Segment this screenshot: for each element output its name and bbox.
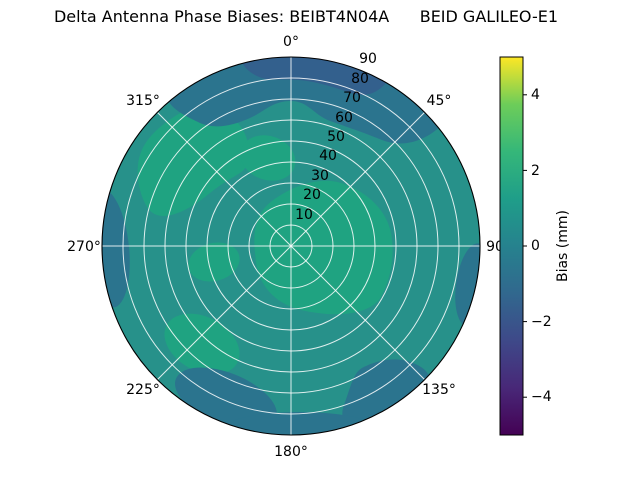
angular-gridline (290, 112, 425, 247)
contour-region (188, 242, 240, 282)
radial-tick-label: 90 (359, 51, 377, 67)
contour-region (164, 313, 240, 375)
contour-region (455, 243, 480, 327)
radial-tick-label: 70 (343, 90, 361, 106)
colorbar-label: Bias (mm) (555, 210, 571, 282)
radial-tick-label: 80 (351, 71, 369, 87)
colorbar: 4 2 0 −2 −4 Bias (mm) (499, 56, 571, 436)
radial-tick-labels: 10 20 30 40 50 60 70 80 90 (295, 51, 377, 223)
angular-tick-label: 135° (422, 382, 456, 398)
contour-region (102, 188, 130, 308)
angular-gridline (157, 245, 292, 380)
angular-tick-label: 0° (283, 34, 299, 50)
colorbar-tick-label: 4 (531, 87, 540, 103)
colorbar-tick-label: −2 (531, 314, 552, 330)
angular-gridline (290, 245, 425, 380)
radial-tick-label: 40 (319, 148, 337, 164)
contour-region (240, 57, 389, 95)
angular-gridline (157, 112, 292, 247)
contour-region (137, 99, 250, 216)
radial-tick-label: 50 (327, 129, 345, 145)
angular-tick-label: 270° (67, 239, 101, 255)
colorbar-tick-label: −4 (531, 389, 552, 405)
contour-region (240, 135, 296, 181)
colorbar-tick-label: 2 (531, 163, 540, 179)
angular-tick-label: 45° (427, 93, 452, 109)
polar-outline (101, 56, 481, 436)
polar-grid (102, 57, 480, 435)
angular-tick-label: 225° (126, 382, 160, 398)
contour-region (342, 359, 431, 429)
contour-region (254, 180, 393, 315)
angular-tick-label: 180° (274, 444, 308, 460)
chart-title: Delta Antenna Phase Biases: BEIBT4N04A B… (53, 7, 559, 26)
angular-tick-label: 315° (126, 93, 160, 109)
radial-tick-label: 10 (295, 207, 313, 223)
angular-tick-label: 90 (486, 239, 504, 255)
radial-tick-label: 20 (303, 187, 321, 203)
radial-tick-label: 30 (311, 168, 329, 184)
contour-region (222, 412, 378, 435)
radial-tick-label: 60 (335, 110, 353, 126)
angular-tick-labels: 0° 45° 90 135° 180° 225° 270° 315° (67, 34, 504, 460)
colorbar-gradient (500, 57, 523, 435)
colorbar-tick-label: 0 (531, 238, 540, 254)
